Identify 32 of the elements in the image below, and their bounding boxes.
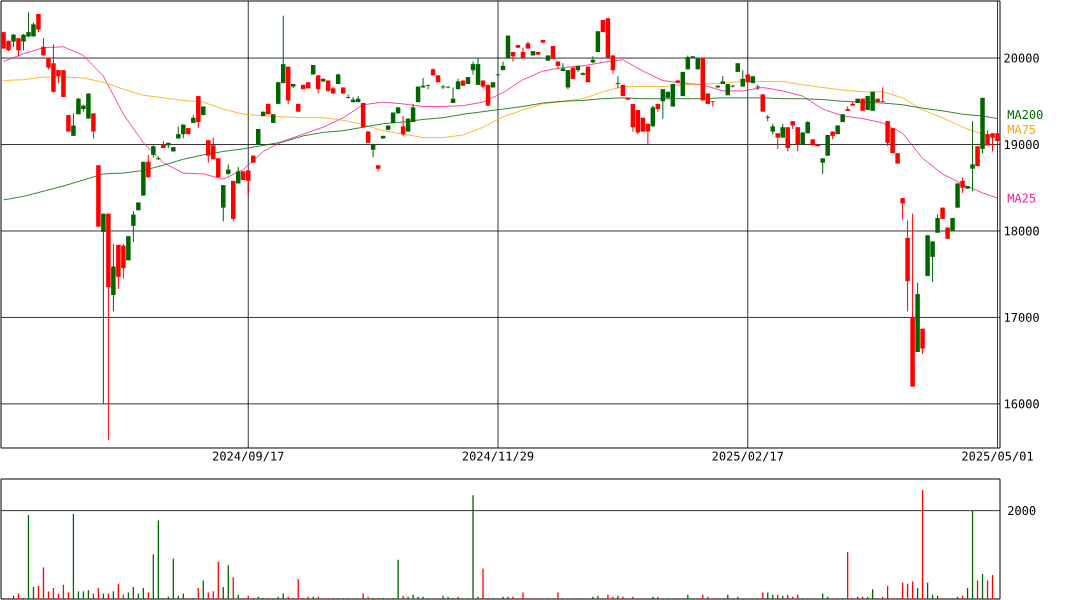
- y-tick-label: 19000: [1004, 139, 1039, 150]
- text: 2000: [1008, 506, 1036, 516]
- candlestick: [400, 115, 406, 137]
- x-tick-label: 2024/11/29: [462, 451, 534, 462]
- candlestick: [425, 84, 431, 90]
- series-label: MA200: [1007, 109, 1043, 120]
- candlestick: [131, 210, 136, 243]
- candlestick: [16, 37, 21, 57]
- candlestick: [475, 57, 481, 86]
- candlestick: [825, 134, 830, 157]
- candlestick: [221, 184, 226, 222]
- candlestick: [91, 112, 96, 139]
- candlestick: [935, 214, 940, 234]
- y-tick-label: 20000: [1004, 53, 1039, 63]
- x-tick-label: 2024/09/17: [213, 451, 284, 462]
- series-label: MA75: [1007, 125, 1036, 134]
- candlestick: [920, 328, 925, 355]
- candlestick: [345, 93, 351, 100]
- x-tick-label: 2025/02/17: [712, 451, 783, 462]
- candlestick: [970, 120, 975, 192]
- candlestick: [785, 126, 790, 152]
- series-label: MA25: [1007, 193, 1036, 203]
- candlestick: [101, 213, 106, 405]
- y-tick-label: 17000: [1004, 312, 1039, 322]
- candlestick: [315, 74, 321, 95]
- candlestick: [71, 112, 76, 137]
- y-tick-label: 18000: [1004, 226, 1039, 236]
- candlestick: [795, 126, 800, 152]
- y-tick-label: 16000: [1004, 399, 1039, 409]
- candlestick: [900, 197, 905, 221]
- candlestick: [615, 75, 621, 89]
- x-tick-label: 2025/05/01: [962, 451, 1033, 462]
